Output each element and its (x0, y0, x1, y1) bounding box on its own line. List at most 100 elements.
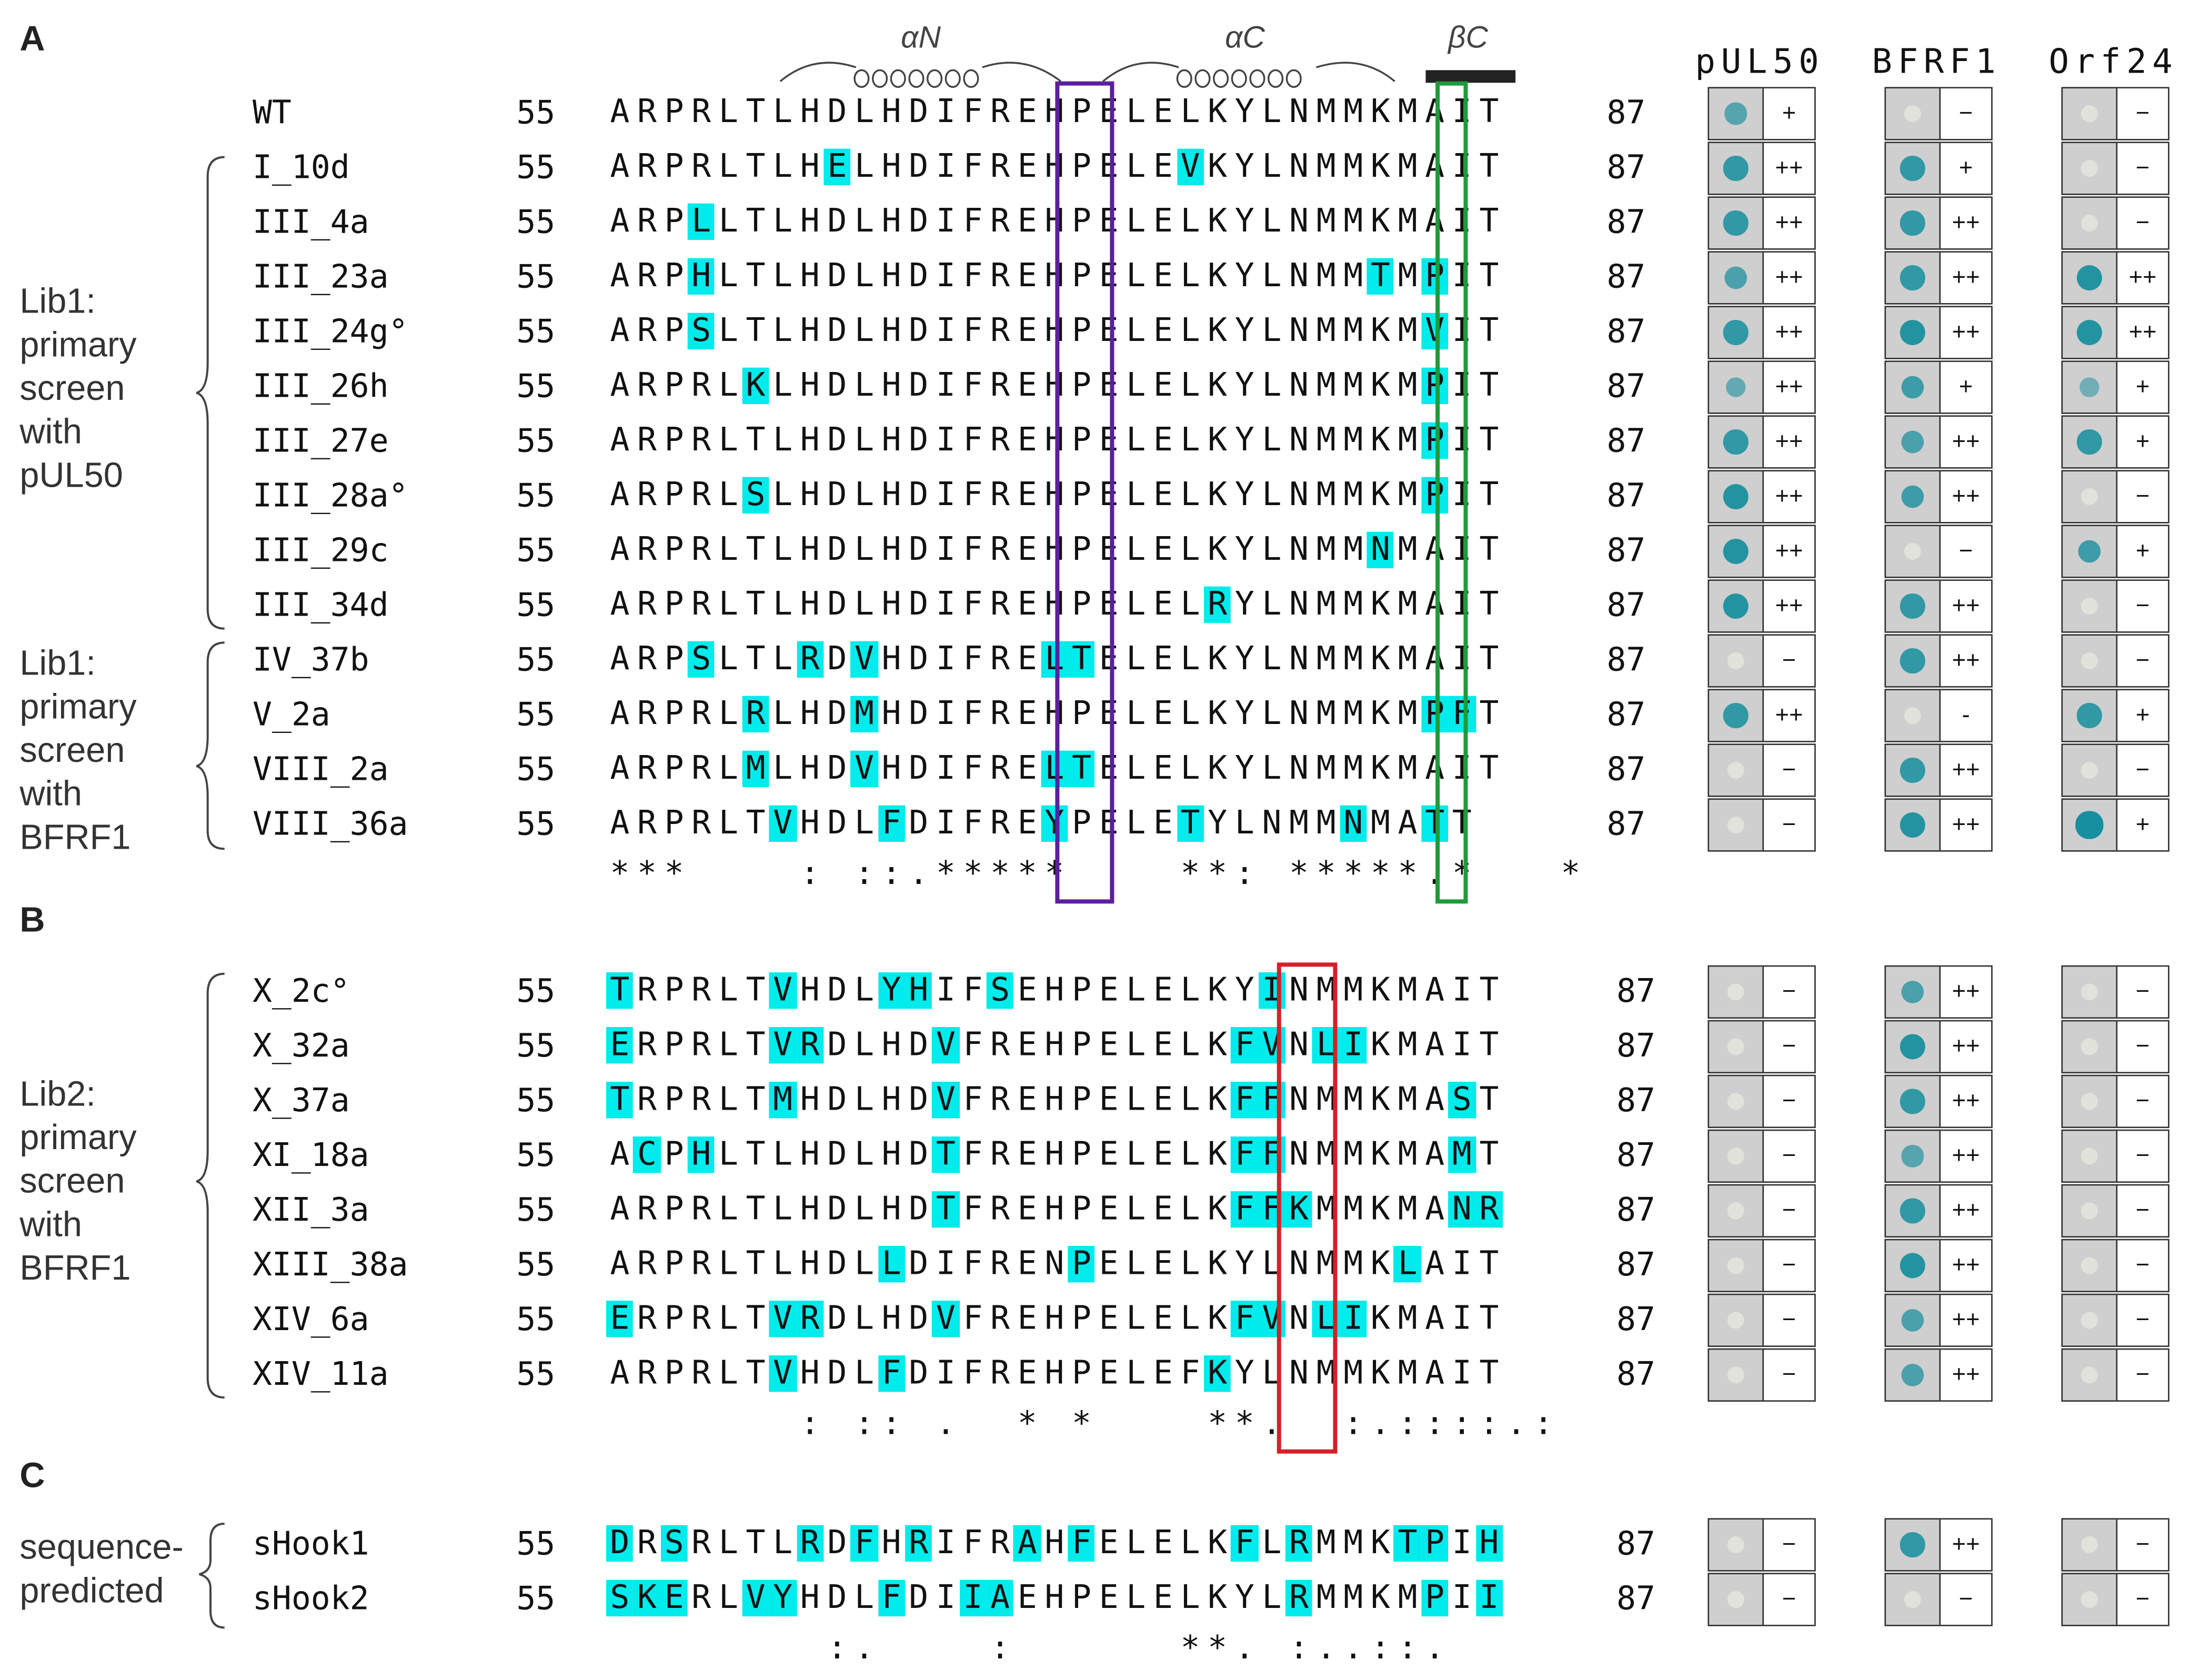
interaction-score: − (1762, 1129, 1816, 1183)
sequence-start: 55 (516, 205, 556, 242)
sequence-start: 55 (516, 1083, 556, 1120)
sequence-start: 55 (516, 533, 556, 570)
residue: I (1452, 477, 1472, 514)
residue: T (746, 1355, 766, 1392)
residue: K (1208, 1580, 1228, 1617)
residue: P (1071, 367, 1091, 405)
residue: Y (1234, 148, 1254, 186)
residue: Y (1234, 477, 1254, 514)
residue: H (800, 1191, 820, 1228)
variant-name: X_2c° (253, 973, 350, 1011)
sequence-end: 87 (1616, 1138, 1655, 1175)
residue: R (691, 94, 711, 131)
residue: K (1370, 750, 1390, 788)
residue: P (1071, 586, 1091, 623)
residue: M (1316, 1191, 1336, 1228)
yeast-spot-image (1884, 360, 1941, 414)
residue: L (1180, 203, 1200, 240)
mutated-residue: I (1475, 1580, 1503, 1617)
residue: N (1289, 203, 1309, 240)
residue: Y (1234, 94, 1254, 131)
yeast-spot-image (2061, 743, 2118, 797)
residue: P (1071, 1301, 1091, 1337)
yeast-colony (1724, 266, 1748, 289)
residue: K (1208, 1246, 1228, 1283)
yeast-colony (2081, 1591, 2098, 1608)
residue: K (1370, 586, 1390, 623)
residue: M (1343, 148, 1363, 186)
yeast-spot-image (1884, 689, 1941, 742)
residue: L (1180, 531, 1200, 569)
group-label-lib1-bfrf1: Lib1: primary screen with BFRF1 (19, 644, 137, 858)
residue: D (909, 258, 929, 295)
residue: H (800, 367, 820, 405)
yeast-colony (2081, 1147, 2098, 1165)
interaction-score: − (1762, 743, 1816, 797)
residue: R (691, 1525, 711, 1562)
residue: K (1370, 148, 1390, 186)
mutated-residue: F (1231, 1301, 1259, 1337)
mutated-residue: P (1068, 1246, 1096, 1283)
residue: M (1316, 1525, 1336, 1562)
yeast-colony (1900, 1198, 1925, 1223)
residue: A (610, 148, 630, 186)
residue: L (1180, 94, 1200, 131)
sequence-end: 87 (1606, 752, 1646, 789)
residue: P (1071, 148, 1091, 186)
residue: I (1452, 1355, 1472, 1392)
residue: E (1017, 1082, 1037, 1119)
residue: D (827, 1580, 847, 1617)
residue: E (1017, 258, 1037, 295)
mutated-residue: T (1177, 805, 1204, 842)
residue: E (1017, 313, 1037, 350)
interaction-score: ++ (1762, 142, 1816, 195)
yeast-spot-image (1708, 142, 1764, 195)
residue: M (1343, 422, 1363, 459)
residue: E (1153, 805, 1173, 842)
sequence-end: 87 (1606, 259, 1646, 296)
residue: L (1180, 258, 1200, 295)
residue: Y (1234, 972, 1254, 1009)
residue: A (610, 805, 630, 842)
residue: L (854, 1082, 874, 1119)
mutated-residue: P (1421, 367, 1449, 405)
sequence-end: 87 (1606, 369, 1646, 406)
residue: H (1045, 696, 1065, 733)
residue: M (1398, 1301, 1418, 1337)
interaction-score: + (1762, 87, 1816, 140)
residue: K (1370, 1580, 1390, 1617)
residue: M (1343, 1136, 1363, 1173)
residue: A (610, 1246, 630, 1283)
yeast-colony (1725, 377, 1746, 398)
residue: T (1479, 477, 1499, 514)
residue: D (827, 1246, 847, 1283)
residue: F (963, 1525, 983, 1562)
residue: H (1045, 972, 1065, 1009)
residue: H (1045, 1136, 1065, 1173)
residue: E (1017, 367, 1037, 405)
residue: L (1180, 696, 1200, 733)
residue: L (854, 258, 874, 295)
residue: D (909, 1027, 929, 1064)
residue: K (1370, 1136, 1390, 1173)
residue: M (1316, 203, 1336, 240)
interaction-score: ++ (1939, 1518, 1993, 1572)
mutated-residue: F (1231, 1136, 1259, 1173)
yeast-spot-image (2061, 1129, 2118, 1183)
residue: K (1370, 313, 1390, 350)
residue: T (1479, 203, 1499, 240)
residue: E (1099, 313, 1119, 350)
residue: K (1370, 1301, 1390, 1337)
residue: D (909, 422, 929, 459)
residue: R (990, 477, 1010, 514)
yeast-spot-image (2061, 579, 2118, 633)
mutated-residue: M (850, 696, 878, 733)
residue: I (1452, 1246, 1472, 1283)
residue: M (1343, 1082, 1363, 1119)
residue: D (909, 1191, 929, 1228)
panel-letter-a: A (19, 19, 45, 59)
yeast-colony (2081, 1092, 2098, 1110)
